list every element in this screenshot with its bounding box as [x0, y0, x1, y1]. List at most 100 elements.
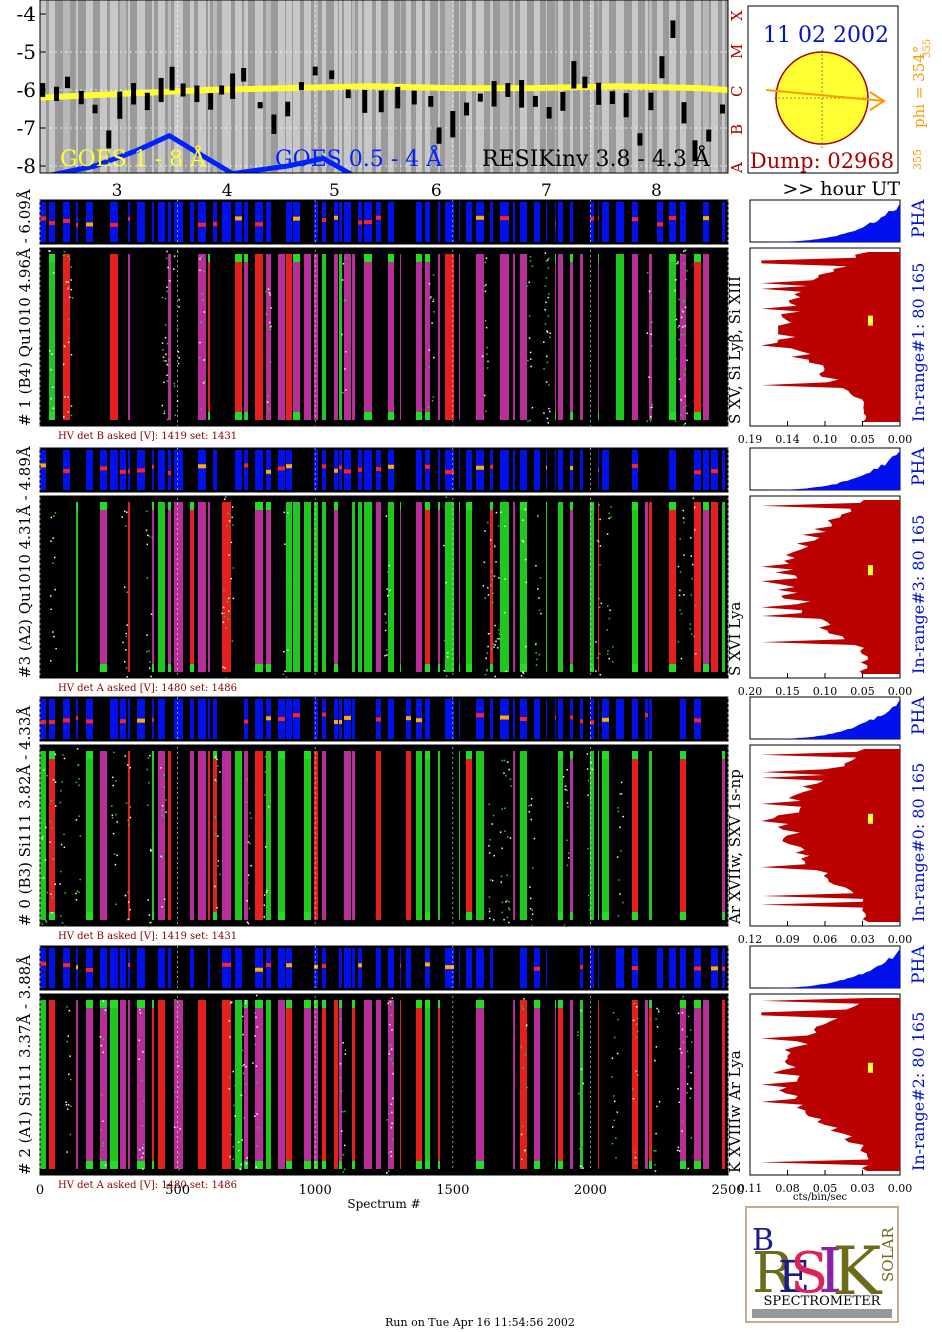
spectrum-column — [520, 751, 527, 920]
spectrum-speckle — [529, 419, 532, 422]
spectrum-speckle — [684, 422, 687, 425]
spectrum-speckle — [116, 854, 118, 857]
spectrum-speckle — [432, 298, 435, 301]
spectrum-column — [558, 254, 563, 420]
spectrum-edge-bottom — [400, 664, 401, 672]
spectrum-speckle — [681, 1012, 684, 1014]
spectrum-speckle — [125, 802, 128, 804]
spectrum-speckle — [504, 525, 506, 528]
spectrum-speckle — [483, 561, 486, 564]
spectrum-speckle — [598, 606, 601, 609]
coverage-band — [128, 0, 130, 173]
spectrum-speckle — [115, 813, 117, 816]
spectrum-column — [570, 254, 573, 420]
spectrum-speckle — [598, 504, 600, 506]
spectrum-column — [520, 502, 527, 672]
spectrum-edge-top — [602, 751, 609, 759]
spectrum-column — [466, 751, 472, 920]
spectrum-speckle — [564, 785, 567, 787]
spectrum-edge-top — [425, 502, 430, 510]
spectrum-edge-top — [476, 1000, 484, 1008]
spectrum-edge-top — [694, 254, 701, 262]
pha-strip-background — [40, 697, 728, 741]
spectrum-speckle — [581, 1140, 583, 1142]
spectrum-speckle — [680, 399, 682, 401]
pha-stripe — [128, 699, 130, 739]
spectrum-speckle — [494, 544, 496, 547]
spectrum-speckle — [481, 355, 484, 357]
spectrum-column — [110, 1000, 118, 1169]
spectrum-speckle — [177, 351, 180, 353]
spectrum-speckle — [172, 268, 175, 270]
spectrum-speckle — [254, 1043, 256, 1046]
spectrum-edge-bottom — [86, 1161, 93, 1169]
pha-stripe — [546, 948, 547, 988]
spectrum-speckle — [534, 643, 537, 646]
spectrum-column — [174, 502, 183, 672]
pha-stripe — [235, 948, 242, 988]
spectrum-speckle — [634, 1162, 637, 1164]
spectrum-speckle — [486, 670, 488, 672]
spectrum-column — [598, 254, 599, 420]
spectrum-speckle — [685, 278, 687, 281]
spectrum-speckle — [387, 571, 389, 573]
spectrum-speckle — [43, 822, 45, 825]
pha-stripe — [174, 450, 183, 490]
spectrum-speckle — [241, 1139, 243, 1141]
spectrum-column — [555, 254, 556, 420]
x-tick-label: 1500 — [436, 1183, 469, 1198]
spectrum-speckle — [620, 792, 623, 795]
spectrum-speckle — [245, 1065, 247, 1068]
resik-segment — [169, 66, 175, 91]
pha-stripe — [100, 948, 107, 988]
spectrum-edge-top — [86, 1000, 93, 1008]
spectrum-speckle — [125, 632, 127, 635]
spectrum-edge-top — [49, 254, 55, 262]
spectrum-edge-bottom — [669, 664, 676, 672]
spectrum-speckle — [237, 1141, 240, 1143]
spectrum-edge-top — [314, 1000, 318, 1008]
spectrum-column — [602, 751, 609, 920]
spectrum-speckle — [682, 299, 685, 302]
pha-line-mark — [198, 222, 206, 227]
hour-tick-label: 7 — [541, 181, 552, 201]
spectrum-speckle — [232, 524, 234, 526]
spectrum-column — [590, 502, 594, 672]
spectrum-speckle — [591, 827, 594, 829]
spectrum-edge-top — [152, 502, 154, 510]
spectrum-edge-bottom — [100, 664, 107, 672]
pha-stripe — [198, 699, 206, 739]
spectrum-column — [520, 254, 527, 420]
spectrum-speckle — [227, 512, 230, 515]
spectrum-speckle — [166, 286, 168, 288]
pha-stripe — [602, 202, 609, 242]
spectrum-speckle — [678, 325, 680, 327]
spectrum-speckle — [620, 781, 623, 784]
spectrum-speckle — [483, 285, 486, 287]
spectrum-speckle — [216, 765, 219, 767]
pha-stripe — [558, 202, 563, 242]
spectrum-column — [711, 502, 718, 672]
pha-line-mark — [266, 716, 271, 721]
spectrum-column — [255, 751, 263, 920]
spectrum-speckle — [632, 1098, 635, 1100]
pha-stripe — [314, 202, 318, 242]
spectrum-speckle — [344, 1110, 346, 1113]
pha-line-mark — [632, 217, 638, 222]
pha-stripe — [459, 699, 460, 739]
spectrum-edge-top — [546, 502, 547, 510]
spectrum-speckle — [489, 539, 492, 541]
spectrum-speckle — [111, 805, 113, 807]
spectrum-speckle — [163, 898, 166, 901]
spectrum-edge-top — [100, 502, 107, 510]
spectrum-speckle — [617, 914, 620, 917]
spectrum-speckle — [287, 505, 289, 508]
spectrum-speckle — [443, 544, 445, 547]
goes-class-label: M — [728, 44, 746, 59]
pha-line-mark — [63, 963, 70, 968]
spectrum-speckle — [678, 1150, 681, 1152]
spectrum-speckle — [484, 597, 486, 599]
spectrum-speckle — [591, 788, 593, 791]
spectrum-speckle — [505, 774, 507, 777]
